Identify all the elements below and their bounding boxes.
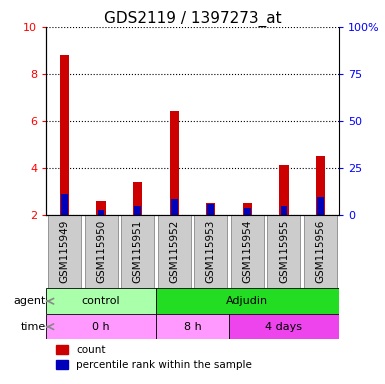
- Bar: [208, 204, 214, 215]
- Bar: [317, 197, 324, 215]
- Text: GSM115953: GSM115953: [206, 220, 216, 283]
- Text: GSM115955: GSM115955: [279, 220, 289, 283]
- Text: GSM115951: GSM115951: [133, 220, 142, 283]
- Text: 4 days: 4 days: [265, 322, 303, 332]
- Text: 0 h: 0 h: [92, 322, 110, 332]
- Bar: [156, 288, 339, 314]
- Bar: [48, 215, 81, 288]
- Bar: [61, 194, 68, 215]
- Bar: [243, 203, 252, 215]
- Bar: [229, 314, 339, 339]
- Text: GSM115952: GSM115952: [169, 220, 179, 283]
- Bar: [60, 55, 69, 215]
- Bar: [281, 207, 287, 215]
- Bar: [85, 215, 117, 288]
- Bar: [316, 156, 325, 215]
- Bar: [98, 210, 104, 215]
- Bar: [206, 203, 215, 215]
- Bar: [156, 314, 229, 339]
- Bar: [46, 314, 156, 339]
- Text: Adjudin: Adjudin: [226, 296, 268, 306]
- Bar: [231, 215, 264, 288]
- Text: time: time: [21, 322, 46, 332]
- Bar: [134, 207, 141, 215]
- Title: GDS2119 / 1397273_at: GDS2119 / 1397273_at: [104, 11, 281, 27]
- Text: control: control: [82, 296, 121, 306]
- Text: 8 h: 8 h: [184, 322, 201, 332]
- Text: GSM115950: GSM115950: [96, 220, 106, 283]
- Bar: [46, 288, 156, 314]
- Bar: [121, 215, 154, 288]
- Legend: count, percentile rank within the sample: count, percentile rank within the sample: [52, 341, 256, 374]
- Bar: [171, 199, 177, 215]
- Bar: [133, 182, 142, 215]
- Text: GSM115956: GSM115956: [316, 220, 325, 283]
- Bar: [194, 215, 227, 288]
- Text: GSM115949: GSM115949: [60, 220, 69, 283]
- Bar: [158, 215, 191, 288]
- Bar: [170, 111, 179, 215]
- Bar: [97, 200, 105, 215]
- Bar: [268, 215, 300, 288]
- Bar: [244, 208, 251, 215]
- Text: agent: agent: [14, 296, 46, 306]
- Bar: [280, 166, 288, 215]
- Text: GSM115954: GSM115954: [243, 220, 252, 283]
- Bar: [304, 215, 337, 288]
